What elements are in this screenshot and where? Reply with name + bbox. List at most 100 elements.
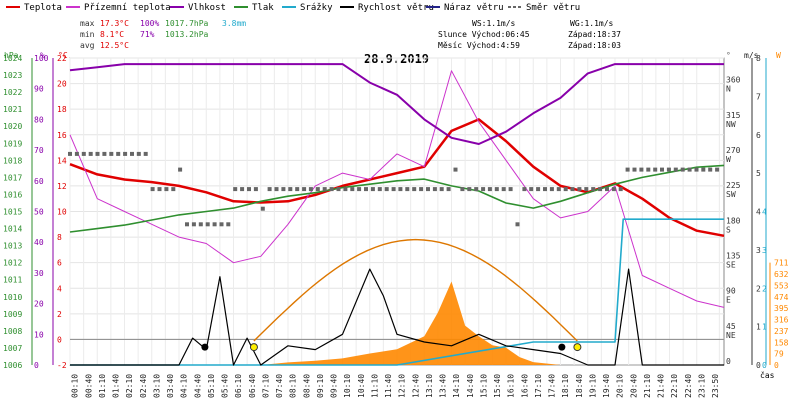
celsius-tick-label: 0 — [57, 335, 62, 344]
x-tick-label: 23:50 — [711, 374, 720, 398]
wind-direction-dots — [68, 151, 720, 227]
x-tick-label: 21:40 — [657, 374, 666, 398]
wind-direction-mark — [370, 187, 375, 192]
x-tick-label: 18:10 — [561, 374, 570, 398]
wind-direction-mark — [487, 187, 492, 192]
solar-tick-label: 158 — [774, 338, 789, 347]
wind-direction-mark — [653, 167, 658, 172]
wind-direction-mark — [584, 187, 589, 192]
stats-block: max 17.3°C 100% 1017.7hPa 3.8mm min 8.1°… — [80, 19, 246, 50]
celsius-tick-label: 16 — [57, 131, 67, 140]
wind-direction-mark — [384, 187, 389, 192]
wind-direction-mark — [646, 167, 651, 172]
wind-direction-mark — [205, 222, 210, 227]
wind-direction-mark — [315, 187, 320, 192]
stats-max-hum: 100% — [140, 19, 159, 28]
wind-direction-mark — [446, 187, 451, 192]
wind-direction-mark — [212, 222, 217, 227]
stats-min-temp: 8.1°C — [100, 30, 124, 39]
wind-direction-mark — [522, 187, 527, 192]
hpa-tick-label: 1020 — [3, 122, 22, 131]
wind-direction-mark — [95, 151, 100, 156]
wind-direction-mark — [247, 187, 251, 192]
wind-direction-mark — [302, 187, 307, 192]
wind-direction-mark — [639, 167, 644, 172]
info-block: WS:1.1m/s WG:1.1m/s Slunce Východ:06:45 … — [438, 19, 621, 50]
wind-direction-mark — [577, 187, 582, 192]
hpa-tick-label: 1021 — [3, 105, 22, 114]
x-tick-label: 16:10 — [507, 374, 516, 398]
wind-direction-mark — [295, 187, 300, 192]
axis-unit-direction: ° — [726, 51, 731, 60]
celsius-tick-label: 22 — [57, 54, 67, 63]
x-tick-label: 15:40 — [493, 374, 502, 398]
x-tick-label: 00:40 — [84, 374, 93, 398]
wind-direction-mark — [343, 187, 348, 192]
wind-direction-mark — [666, 167, 671, 172]
wind-direction-mark — [432, 187, 437, 192]
legend-label-rychlost: Rychlost větru — [358, 3, 434, 13]
stats-min-press: 1013.2hPa — [165, 30, 209, 39]
wind-direction-mark — [288, 187, 293, 192]
hpa-tick-label: 1016 — [3, 190, 22, 199]
sun-arc — [253, 238, 578, 342]
stats-max-rain: 3.8mm — [222, 19, 246, 28]
x-tick-label: 18:40 — [575, 374, 584, 398]
legend-label-tlak: Tlak — [252, 3, 274, 13]
x-tick-label: 19:10 — [588, 374, 597, 398]
solar-tick-label: 395 — [774, 304, 789, 313]
direction-tick-compass: S — [726, 225, 731, 234]
x-tick-label: 07:40 — [275, 374, 284, 398]
percent-tick-label: 0 — [34, 361, 39, 370]
celsius-tick-label: 14 — [57, 156, 67, 165]
percent-tick-label: 90 — [34, 85, 44, 94]
info-sunset: Západ:18:37 — [568, 30, 621, 39]
direction-tick-label: 0 — [726, 357, 731, 366]
stats-max-press: 1017.7hPa — [165, 19, 209, 28]
hpa-tick-label: 1023 — [3, 71, 22, 80]
wind-tick-label: 1 — [756, 323, 761, 332]
sunset-marker — [573, 343, 582, 352]
wind-direction-mark — [556, 187, 561, 192]
celsius-tick-label: 12 — [57, 182, 67, 191]
percent-tick-label: 10 — [34, 330, 44, 339]
wind-direction-mark — [274, 187, 279, 192]
legend-label-naraz: Náraz větru — [444, 3, 504, 13]
wind-direction-mark — [233, 187, 238, 192]
moonset-marker — [558, 343, 566, 351]
hpa-tick-label: 1014 — [3, 225, 22, 234]
wind-direction-mark — [701, 167, 706, 172]
legend-label-srazky: Srážky — [300, 3, 333, 13]
celsius-tick-label: 18 — [57, 105, 67, 114]
wind-direction-mark — [364, 187, 368, 192]
direction-tick-label: 135 — [726, 251, 741, 260]
wind-direction-mark — [226, 222, 231, 227]
axis-unit-solar: W — [776, 51, 781, 60]
axis-unit-hpa: hPa — [4, 51, 19, 60]
axis-unit-percent: % — [40, 51, 45, 60]
solar-tick-label: 79 — [774, 350, 784, 359]
series-line-tlak — [69, 164, 725, 233]
x-axis-label: čas — [760, 370, 775, 380]
x-tick-label: 09:40 — [330, 374, 339, 398]
x-tick-label: 17:40 — [548, 374, 557, 398]
wind-direction-mark — [508, 187, 513, 192]
wind-direction-mark — [570, 187, 575, 192]
solar-tick-label: 237 — [774, 327, 789, 336]
wind-direction-mark — [481, 187, 486, 192]
hpa-tick-label: 1013 — [3, 242, 22, 251]
x-tick-label: 01:40 — [112, 374, 121, 398]
direction-tick-label: 360 — [726, 76, 741, 85]
x-tick-label: 04:40 — [193, 374, 202, 398]
series-line-sr-ky — [70, 218, 724, 366]
info-moonrise: Měsíc Východ:4:59 — [438, 41, 520, 50]
celsius-tick-label: -2 — [57, 361, 67, 370]
stats-max-temp: 17.3°C — [100, 19, 129, 28]
hpa-tick-label: 1018 — [3, 156, 22, 165]
wind-direction-mark — [102, 151, 107, 156]
x-tick-label: 10:10 — [343, 374, 352, 398]
wind-direction-mark — [171, 187, 176, 192]
x-tick-label: 01:10 — [98, 374, 107, 398]
wind-direction-mark — [680, 167, 685, 172]
x-tick-label: 20:40 — [629, 374, 638, 398]
